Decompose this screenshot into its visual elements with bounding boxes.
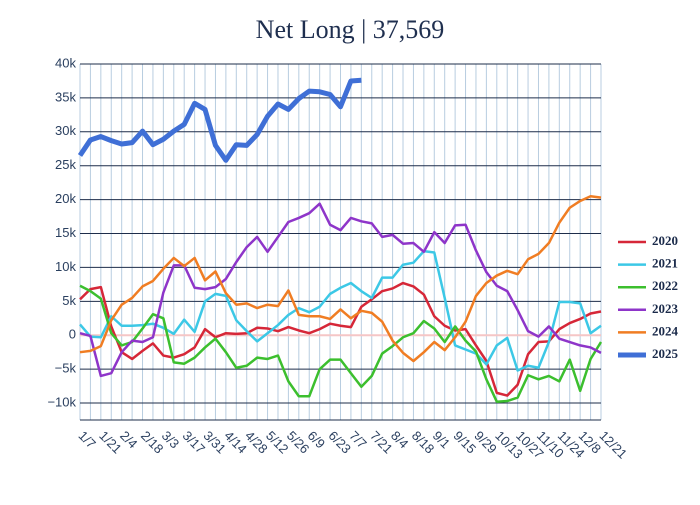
x-tick-label: 7/21 — [367, 428, 396, 457]
y-tick-label: 15k — [55, 225, 76, 240]
x-tick-label: 3/31 — [200, 428, 229, 457]
legend-label: 2022 — [652, 278, 678, 293]
series-line — [79, 202, 602, 378]
y-tick-label: 25k — [55, 157, 76, 172]
legend-label: 2020 — [652, 233, 678, 248]
x-tick-label: 9/29 — [471, 428, 500, 457]
series-line — [79, 194, 602, 363]
legend-label: 2024 — [652, 323, 679, 338]
chart-title: Net Long | 37,569 — [256, 15, 445, 44]
y-tick-label: 40k — [55, 55, 76, 70]
x-tick-label: 1/21 — [96, 428, 125, 457]
x-tick-label: 1/7 — [75, 428, 98, 451]
x-tick-label: 3/17 — [180, 428, 209, 457]
y-tick-label: 30k — [55, 123, 76, 138]
y-tick-label: −5k — [55, 361, 77, 376]
legend-label: 2025 — [652, 346, 679, 361]
x-tick-label: 4/28 — [242, 428, 271, 457]
series-line — [79, 281, 602, 397]
x-tick-label: 8/18 — [409, 428, 438, 457]
series-line — [79, 284, 603, 403]
legend-label: 2023 — [652, 301, 679, 316]
x-tick-label: 6/23 — [326, 428, 355, 457]
x-tick-label: 5/12 — [263, 428, 292, 457]
series-line — [77, 77, 362, 163]
y-tick-label: 10k — [55, 259, 76, 274]
y-tick-label: 0 — [69, 327, 76, 342]
y-tick-label: −10k — [47, 394, 76, 409]
legend-label: 2021 — [652, 256, 678, 271]
y-tick-label: 20k — [55, 191, 76, 206]
y-tick-label: 5k — [62, 293, 76, 308]
y-tick-label: 35k — [55, 89, 76, 104]
x-tick-label: 4/14 — [221, 428, 250, 457]
x-tick-label: 9/15 — [451, 428, 480, 457]
x-tick-label: 5/26 — [284, 428, 313, 457]
x-tick-label: 2/18 — [138, 428, 167, 457]
